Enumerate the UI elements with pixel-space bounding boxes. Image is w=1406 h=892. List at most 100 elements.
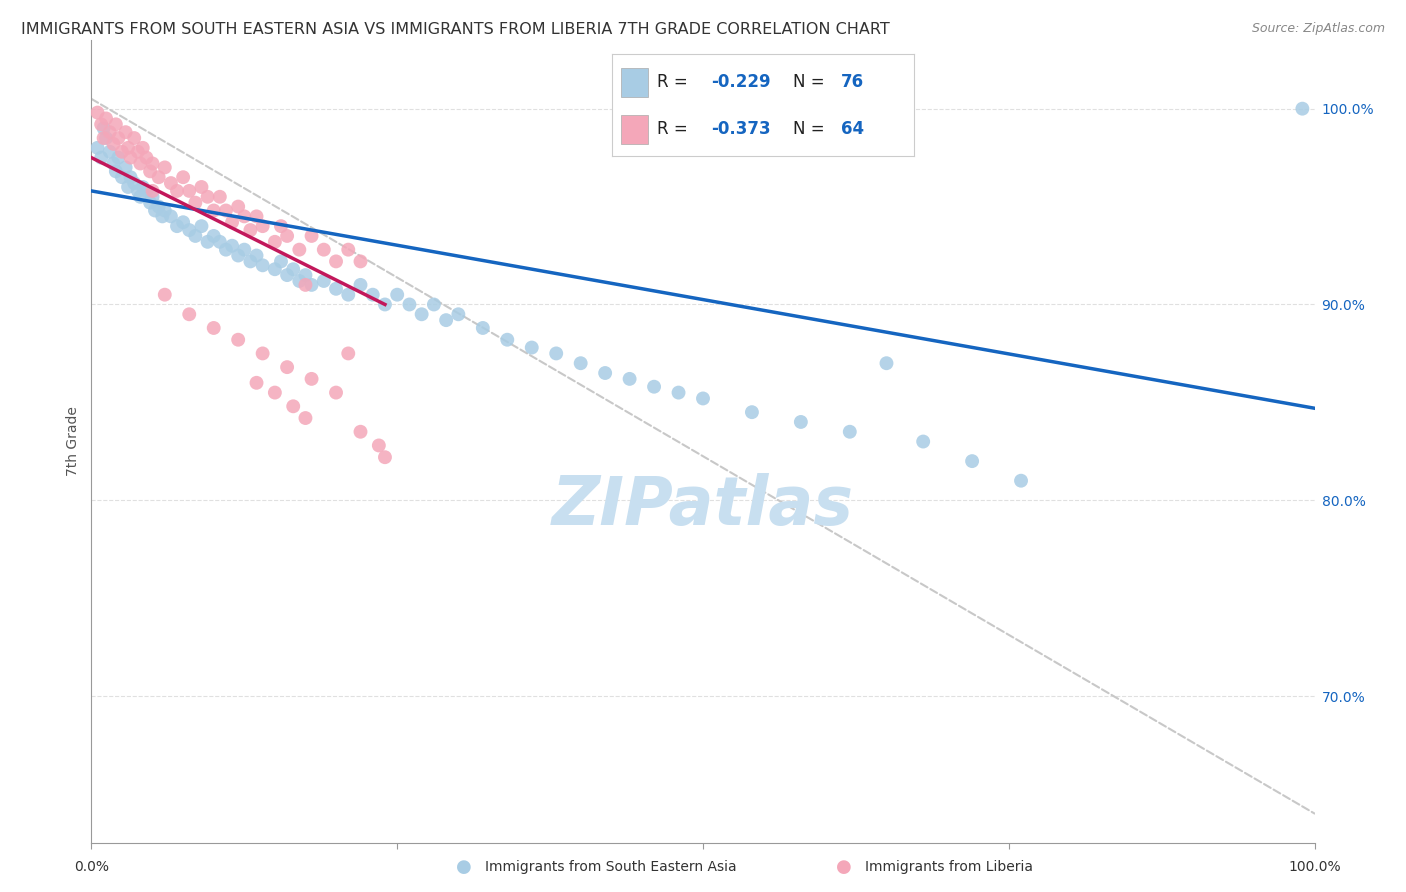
Point [94,112,117,126]
Point [172,170,194,185]
Text: 64: 64 [841,120,865,138]
Point [294,268,316,282]
Point [245,210,267,224]
Point [215,203,238,218]
Point [301,229,323,244]
Point [127,145,149,159]
Text: 76: 76 [841,73,865,91]
Point [86,141,108,155]
Point [107,151,129,165]
Point [226,200,249,214]
Point [179,223,201,237]
Point [233,243,256,257]
Text: Immigrants from Liberia: Immigrants from Liberia [865,860,1032,874]
Point [208,235,231,249]
Point [252,219,274,234]
Point [312,274,335,288]
Point [239,254,262,268]
Point [270,254,292,268]
Point [120,151,142,165]
Point [148,170,170,185]
Point [337,243,360,257]
Point [619,372,641,386]
Point [264,385,287,400]
Point [197,235,219,249]
Point [325,385,347,400]
Point [374,450,396,465]
Point [288,243,311,257]
Point [132,180,155,194]
Point [447,307,470,321]
Point [325,254,347,268]
Point [120,170,142,185]
Point [202,229,225,244]
Point [546,346,568,360]
Point [160,210,183,224]
Point [107,131,129,145]
Point [233,210,256,224]
Point [117,180,139,194]
Text: ●: ● [835,858,852,876]
Point [668,385,690,400]
Point [1010,474,1032,488]
Point [252,346,274,360]
Text: R =: R = [657,120,693,138]
Text: -0.373: -0.373 [711,120,770,138]
Point [349,277,371,292]
Text: N =: N = [793,120,830,138]
Point [90,117,112,131]
Point [129,190,152,204]
Point [374,297,396,311]
Text: ●: ● [456,858,472,876]
Point [245,376,267,390]
Point [337,346,360,360]
Point [349,254,371,268]
Point [434,313,457,327]
Point [288,274,311,288]
Point [252,258,274,272]
Point [117,141,139,155]
Point [135,184,157,198]
Text: ZIPatlas: ZIPatlas [553,473,853,539]
Point [960,454,983,468]
Point [141,190,163,204]
Point [367,438,389,452]
Text: Source: ZipAtlas.com: Source: ZipAtlas.com [1251,22,1385,36]
Point [114,125,136,139]
Point [569,356,592,370]
Point [127,184,149,198]
Text: 100.0%: 100.0% [1288,860,1341,874]
Point [398,297,420,311]
Point [172,215,194,229]
Point [190,180,212,194]
Point [471,321,494,335]
Point [276,360,298,375]
Point [93,131,115,145]
Point [496,333,519,347]
Text: IMMIGRANTS FROM SOUTH EASTERN ASIA VS IMMIGRANTS FROM LIBERIA 7TH GRADE CORRELAT: IMMIGRANTS FROM SOUTH EASTERN ASIA VS IM… [21,22,890,37]
Point [184,195,207,210]
Point [270,219,292,234]
Point [790,415,813,429]
Point [197,190,219,204]
Text: R =: R = [657,73,693,91]
Point [361,287,384,301]
Text: -0.229: -0.229 [711,73,770,91]
Point [245,248,267,262]
Point [104,117,127,131]
Point [692,392,714,406]
Point [912,434,935,449]
Point [301,277,323,292]
Point [148,200,170,214]
Point [301,372,323,386]
Point [385,287,409,301]
Point [132,141,155,155]
Point [283,262,305,277]
Point [221,238,243,252]
Text: N =: N = [793,73,830,91]
Point [184,229,207,244]
Point [276,268,298,282]
Point [153,203,176,218]
Point [875,356,898,370]
Text: 0.0%: 0.0% [75,860,108,874]
